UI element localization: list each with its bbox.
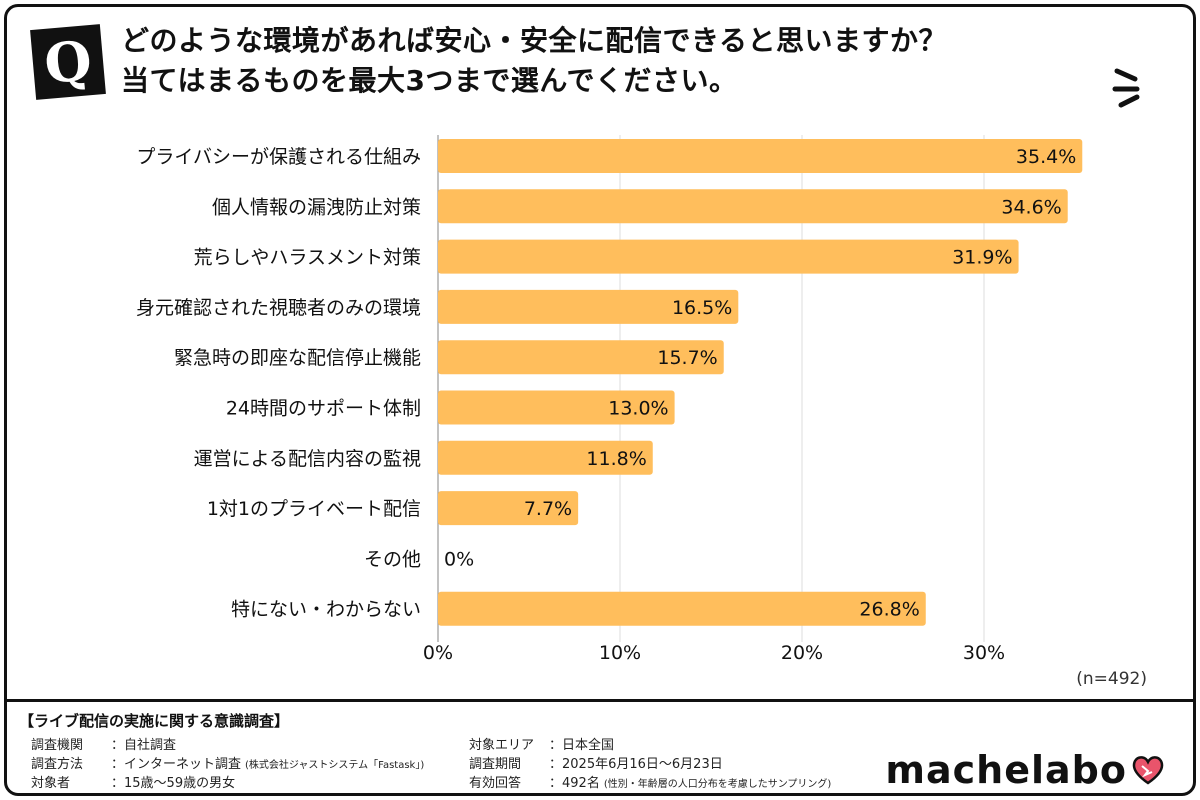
emphasis-lines-icon [1112, 68, 1140, 108]
x-tick-label: 20% [781, 642, 823, 664]
infographic-frame: Q どのような環境があれば安心・安全に配信できると思いますか？ 当てはまるものを… [4, 4, 1196, 796]
question-title-line1: どのような環境があれば安心・安全に配信できると思いますか？ [121, 24, 947, 57]
survey-meta-right: 対象エリア ：日本全国調査期間 ：2025年6月16日～6月23日有効回答 ：492名… [469, 736, 831, 793]
category-label: その他 [364, 548, 421, 570]
category-label: 1対1のプライベート配信 [207, 498, 421, 520]
question-title-line2: 当てはまるものを最大3つまで選んでください。 [121, 64, 738, 97]
value-label: 16.5% [672, 297, 732, 319]
x-tick-label: 10% [599, 642, 641, 664]
bar [438, 591, 926, 626]
survey-meta-row: 調査期間 ：2025年6月16日～6月23日 [469, 755, 831, 774]
category-label: 身元確認された視聴者のみの環境 [136, 297, 421, 319]
survey-meta-key: 調査機関 [31, 738, 84, 753]
survey-meta-value: ：自社調査 [111, 738, 177, 753]
value-label: 35.4% [1016, 146, 1076, 168]
bar [438, 239, 1019, 274]
bar [438, 491, 579, 526]
survey-meta-row: 有効回答 ：492名 (性別・年齢層の人口分布を考慮したサンプリング) [469, 774, 831, 793]
survey-meta-key: 有効回答 [469, 776, 522, 791]
bar [438, 390, 675, 425]
brand-name: machelabo [885, 748, 1127, 792]
survey-meta-value: ：インターネット調査 [111, 757, 242, 772]
survey-meta-key: 調査方法 [31, 757, 84, 772]
value-label: 26.8% [859, 599, 919, 621]
x-tick-label: 0% [423, 642, 453, 664]
bar [438, 289, 739, 324]
value-label: 34.6% [1001, 196, 1061, 218]
heart-icon [1132, 756, 1164, 785]
survey-meta-value: ：15歳～59歳の男女 [111, 776, 236, 791]
survey-meta-row: 対象エリア ：日本全国 [469, 736, 831, 755]
survey-meta-key: 対象エリア [469, 738, 535, 753]
survey-meta-note: (性別・年齢層の人口分布を考慮したサンプリング) [603, 779, 832, 790]
category-label: 運営による配信内容の監視 [194, 448, 421, 470]
bar [438, 440, 653, 475]
bar [438, 189, 1068, 224]
question-title: どのような環境があれば安心・安全に配信できると思いますか？ 当てはまるものを最大… [121, 21, 1131, 101]
value-label: 31.9% [952, 247, 1012, 269]
value-label: 0% [444, 548, 474, 570]
survey-meta-row: 対象者 ：15歳～59歳の男女 [31, 774, 424, 793]
bar [438, 340, 724, 375]
category-label: 緊急時の即座な配信停止機能 [174, 347, 421, 369]
survey-title: 【ライブ配信の実施に関する意識調査】 [19, 712, 290, 730]
survey-footer: 【ライブ配信の実施に関する意識調査】 調査機関 ：自社調査調査方法 ：インターネット… [7, 699, 1193, 793]
category-label: プライバシーが保護される仕組み [136, 146, 421, 168]
survey-meta-note: (株式会社ジャストシステム「Fastask」) [245, 760, 425, 771]
survey-meta-value: ：2025年6月16日～6月23日 [549, 757, 723, 772]
category-label: 個人情報の漏洩防止対策 [212, 196, 421, 218]
bar-chart: 0% 10% 20% 30% プライバシーが保護される仕組み 35.4% 個人情報の漏洩防止… [136, 135, 1083, 664]
value-label: 15.7% [657, 347, 717, 369]
brand-logo: machelabo [885, 748, 1165, 792]
x-tick-label: 30% [963, 642, 1005, 664]
value-label: 13.0% [608, 398, 668, 420]
survey-meta-left: 調査機関 ：自社調査調査方法 ：インターネット調査 (株式会社ジャストシステム「Fas… [31, 736, 424, 793]
sample-size-label: (n=492) [1076, 669, 1147, 689]
value-label: 7.7% [524, 498, 572, 520]
category-label: 荒らしやハラスメント対策 [194, 247, 421, 269]
survey-meta-key: 調査期間 [469, 757, 522, 772]
survey-meta-value: ：日本全国 [549, 738, 615, 753]
survey-meta-key: 対象者 [31, 776, 71, 791]
bar [438, 139, 1083, 173]
survey-meta-value: ：492名 [549, 776, 600, 791]
survey-meta-row: 調査方法 ：インターネット調査 (株式会社ジャストシステム「Fastask」) [31, 755, 424, 774]
category-label: 24時間のサポート体制 [226, 398, 421, 420]
value-label: 11.8% [586, 448, 646, 470]
survey-meta-row: 調査機関 ：自社調査 [31, 736, 424, 755]
category-label: 特にない・わからない [231, 599, 421, 621]
